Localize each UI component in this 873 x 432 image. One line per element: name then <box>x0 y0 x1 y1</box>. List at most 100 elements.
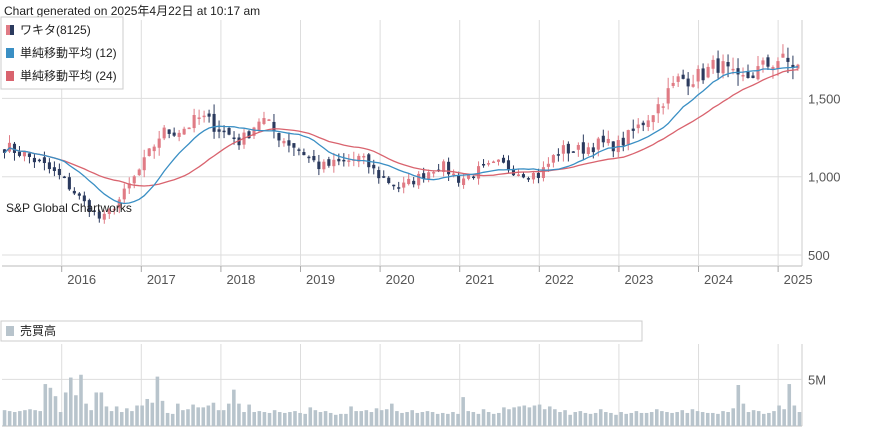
candle-down <box>42 157 46 164</box>
candle-up <box>202 115 206 118</box>
candle-down <box>472 176 476 179</box>
volume-bar <box>201 407 206 426</box>
candle-down <box>57 168 61 176</box>
candle-up <box>147 148 151 156</box>
volume-bar <box>344 413 348 426</box>
candle-down <box>791 64 795 68</box>
candle-up <box>496 159 501 162</box>
volume-bar <box>624 413 628 426</box>
price-legend-box <box>0 16 124 90</box>
candle-up <box>626 130 630 145</box>
candle-up <box>531 172 535 180</box>
candle-up <box>347 160 351 162</box>
volume-bar <box>63 392 68 426</box>
candle-up <box>107 208 111 215</box>
volume-bar <box>654 409 659 426</box>
candle-down <box>232 137 236 140</box>
volume-bar <box>435 413 440 426</box>
candle-up <box>561 145 565 154</box>
candle-down <box>72 190 76 194</box>
volume-bar <box>695 411 700 426</box>
volume-bar <box>28 409 32 426</box>
candle-down <box>237 137 241 146</box>
candle-down <box>77 193 81 196</box>
volume-bar <box>741 403 746 426</box>
candle-up <box>157 138 161 148</box>
candle-up <box>442 161 446 172</box>
candle-down <box>422 173 426 180</box>
volume-bar <box>170 413 175 426</box>
candle-up <box>741 75 745 77</box>
volume-bar <box>583 412 588 426</box>
candle-up <box>486 163 491 165</box>
price-legend: ワキタ(8125) 単純移動平均 (12) 単純移動平均 (24) <box>0 16 124 90</box>
volume-bar <box>721 411 725 426</box>
volume-bar <box>390 403 394 426</box>
candle-up <box>137 169 141 176</box>
volume-bar <box>660 411 664 426</box>
volume-bar <box>690 409 695 426</box>
volume-bar <box>542 409 547 426</box>
volume-bar <box>476 413 481 426</box>
volume-bar <box>216 410 221 426</box>
volume-bar <box>119 412 124 426</box>
volume-bar <box>629 412 634 426</box>
volume-bar <box>74 395 78 426</box>
volume-bar <box>283 412 287 426</box>
volume-bar <box>313 410 318 426</box>
candle-down <box>247 131 251 139</box>
volume-bar <box>308 407 313 426</box>
candle-up <box>606 138 610 144</box>
candle-up <box>796 64 800 69</box>
candle-down <box>716 58 720 73</box>
candle-down <box>337 158 341 162</box>
volume-bar <box>252 412 257 426</box>
volume-bar <box>497 412 501 426</box>
volume-bar <box>160 400 165 426</box>
volume-bar <box>466 411 471 426</box>
volume-bar <box>257 411 262 426</box>
volume-bar <box>23 410 27 426</box>
candle-down <box>481 163 486 166</box>
volume-bar <box>797 412 802 426</box>
candle-up <box>586 147 590 154</box>
volume-bar <box>507 409 511 426</box>
volume-legend: 売買高 <box>0 320 643 342</box>
candle-up <box>417 173 421 186</box>
legend-label: 単純移動平均 (12) <box>20 46 117 60</box>
candle-down <box>751 75 755 79</box>
candle-down <box>277 133 281 141</box>
candle-down <box>52 167 56 172</box>
candle-down <box>222 130 226 133</box>
volume-bar <box>756 411 761 426</box>
sma-24-line <box>4 68 798 187</box>
candle-down <box>327 159 331 166</box>
volume-bar <box>502 407 506 426</box>
candle-down <box>786 57 790 62</box>
volume-bar <box>716 413 720 426</box>
candle-up <box>197 117 201 119</box>
volume-bar <box>767 412 771 426</box>
candle-down <box>631 128 635 131</box>
candle-down <box>726 62 730 67</box>
candle-up <box>731 68 735 71</box>
volume-bar <box>726 412 730 426</box>
volume-bar <box>410 410 414 426</box>
volume-bar <box>303 413 307 426</box>
legend-label: 単純移動平均 (24) <box>20 69 117 83</box>
volume-bar <box>471 412 476 426</box>
x-tick-label: 2023 <box>624 272 653 287</box>
candle-down <box>746 71 750 79</box>
volume-bar <box>328 412 333 426</box>
volume-bar <box>481 409 486 426</box>
volume-bar <box>792 405 797 426</box>
volume-bar <box>7 411 12 426</box>
volume-bar <box>456 413 460 426</box>
volume-bar <box>537 404 542 426</box>
candle-down <box>37 159 41 162</box>
candle-down <box>412 180 416 185</box>
candle-down <box>526 178 531 180</box>
volume-bar <box>323 411 328 426</box>
volume-bar <box>165 412 170 426</box>
volume-bar <box>787 384 792 426</box>
